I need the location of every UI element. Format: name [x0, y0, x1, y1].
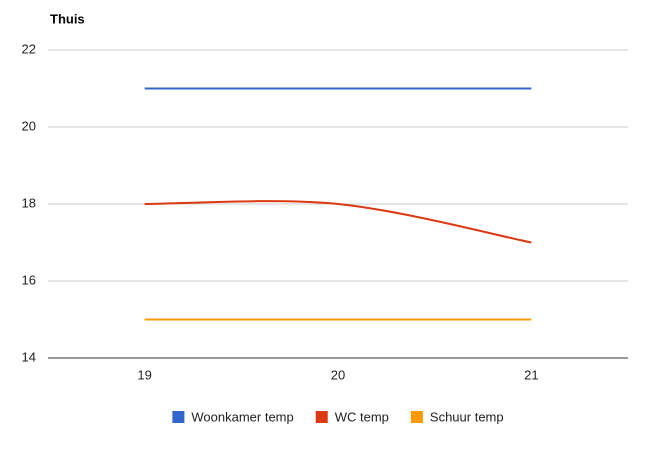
y-tick-label: 16	[22, 272, 36, 287]
x-tick-label: 21	[524, 367, 538, 382]
x-tick-label: 20	[331, 367, 345, 382]
series-line	[144, 200, 532, 244]
chart-title: Thuis	[50, 11, 85, 26]
legend-swatch	[315, 411, 328, 423]
legend-swatch	[410, 411, 423, 423]
y-tick-label: 14	[22, 349, 36, 364]
y-tick-label: 20	[22, 118, 36, 133]
legend-swatch	[172, 411, 185, 423]
y-tick-label: 18	[22, 195, 36, 210]
legend-label: Woonkamer temp	[191, 409, 293, 424]
y-tick-label: 22	[22, 41, 36, 56]
legend-label: WC temp	[335, 409, 389, 424]
x-tick-label: 19	[137, 367, 151, 382]
legend-label: Schuur temp	[430, 409, 504, 424]
